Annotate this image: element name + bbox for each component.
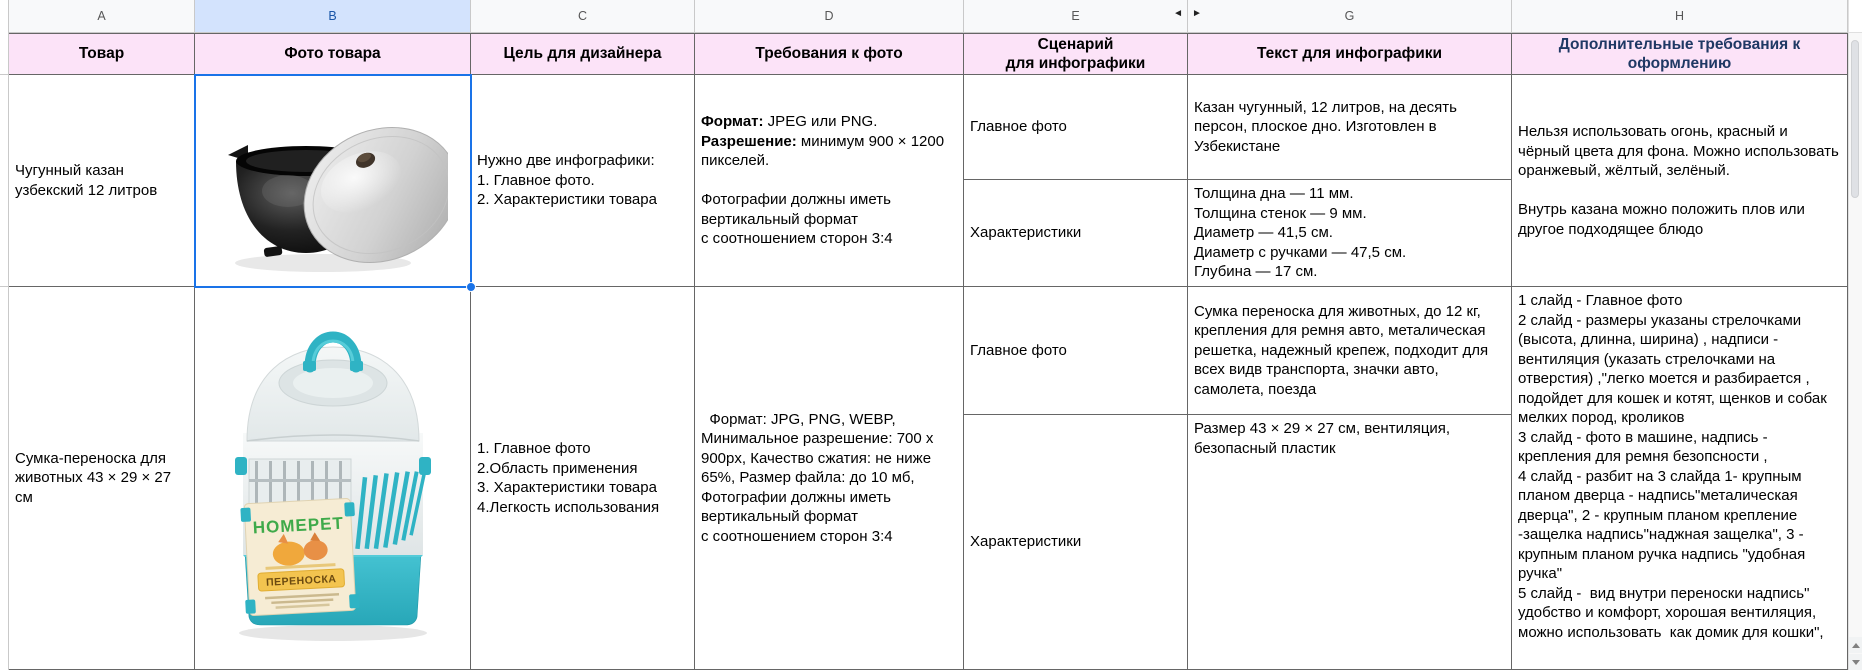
header-text: Текст для инфографики [1256, 45, 1443, 63]
cell-e1-header-scenario[interactable]: Сценарий для инфографики [964, 33, 1188, 75]
cell-e3-scenario-characteristics[interactable]: Характеристики [964, 415, 1188, 670]
header-text: Цель для дизайнера [503, 45, 662, 63]
cell-c3-designer-goal[interactable]: 1. Главное фото 2.Область применения 3. … [471, 287, 695, 670]
cell-text: Размер 43 × 29 × 27 см, вентиляция, безо… [1194, 420, 1455, 457]
cell-d2-photo-requirements[interactable]: Формат: JPEG или PNG. Разрешение: миниму… [695, 75, 964, 287]
cell-text: Казан чугунный, 12 литров, на десять пер… [1194, 98, 1462, 155]
carrier-left-latch [234, 457, 247, 475]
cell-text: Формат: JPEG или PNG. Разрешение: миниму… [701, 113, 945, 248]
column-header-g[interactable]: ► G [1188, 0, 1512, 33]
cell-b2-product-photo[interactable] [195, 75, 471, 287]
column-header-c[interactable]: C [471, 0, 695, 33]
cell-e2-scenario-characteristics[interactable]: Характеристики [964, 180, 1188, 287]
carrier-label-text: ПЕРЕНОСКА [265, 573, 336, 589]
cell-c2-designer-goal[interactable]: Нужно две инфографики: 1. Главное фото. … [471, 75, 695, 287]
column-header-h[interactable]: H [1512, 0, 1848, 33]
cell-text: Чугунный казан узбекский 12 литров [15, 162, 158, 199]
cell-g3-text-main-photo[interactable]: Сумка переноска для животных, до 12 кг, … [1188, 287, 1512, 415]
cell-text: Сумка-переноска для животных 43 × 29 × 2… [15, 449, 176, 506]
cell-g1-header-infographic-text[interactable]: Текст для инфографики [1188, 33, 1512, 75]
row-boundary-notch [0, 74, 9, 75]
cell-text: Главное фото [970, 341, 1067, 359]
cell-b1-header-photo[interactable]: Фото товара [195, 33, 471, 75]
bold-format-label: Формат: [701, 113, 764, 131]
header-text: Дополнительные требования к оформлению [1558, 35, 1805, 73]
cell-text: Толщина дна — 11 мм. Толщина стенок — 9 … [1194, 185, 1407, 281]
cell-text: Нельзя использовать огонь, красный и чёр… [1518, 123, 1839, 238]
scrollbar-corner [1848, 0, 1862, 33]
cell-a1-header-product[interactable]: Товар [9, 33, 195, 75]
cell-text: Характеристики [970, 224, 1082, 242]
column-letter: C [577, 9, 588, 23]
carrier-right-latch [418, 457, 431, 475]
scroll-up-button[interactable] [1849, 637, 1862, 653]
cell-text: 1 слайд - Главное фото 2 слайд - размеры… [1518, 292, 1827, 641]
cell-a2-product-name[interactable]: Чугунный казан узбекский 12 литров [9, 75, 195, 287]
cell-h2-extra-requirements[interactable]: Нельзя использовать огонь, красный и чёр… [1512, 75, 1848, 287]
column-letter: E [1071, 9, 1080, 23]
column-header-b-selected[interactable]: B [195, 0, 471, 33]
cell-d3-photo-requirements[interactable]: Формат: JPG, PNG, WEBP, Минимальное разр… [695, 287, 964, 670]
carrier-label: HOMEPET ПЕРЕНОСКА [239, 498, 360, 616]
hidden-column-right-arrow-icon[interactable]: ► [1192, 8, 1202, 19]
column-header-e[interactable]: E ◄ [964, 0, 1188, 33]
cell-h3-extra-requirements[interactable]: 1 слайд - Главное фото 2 слайд - размеры… [1512, 287, 1848, 670]
column-letter: G [1344, 9, 1355, 23]
cell-e3-scenario-main-photo[interactable]: Главное фото [964, 287, 1188, 415]
cell-text: Формат: JPG, PNG, WEBP, Минимальное разр… [701, 410, 934, 545]
cell-text: Нужно две инфографики: 1. Главное фото. … [477, 152, 657, 209]
header-text: Сценарий для инфографики [1005, 35, 1146, 73]
column-header-d[interactable]: D [695, 0, 964, 33]
cell-g2-text-main-photo[interactable]: Казан чугунный, 12 литров, на десять пер… [1188, 75, 1512, 180]
carrier-side-vents [354, 471, 426, 550]
cell-e2-scenario-main-photo[interactable]: Главное фото [964, 75, 1188, 180]
cell-g2-text-characteristics[interactable]: Толщина дна — 11 мм. Толщина стенок — 9 … [1188, 180, 1512, 287]
triangle-up-icon [1851, 642, 1860, 648]
bold-resolution-label: Разрешение: [701, 132, 797, 150]
header-text: Требования к фото [755, 45, 903, 63]
carrier-brand-text: HOMEPET [252, 514, 344, 538]
row-header-gutter[interactable] [0, 0, 9, 670]
cell-text: 1. Главное фото 2.Область применения 3. … [477, 440, 660, 516]
column-letter: H [1674, 9, 1685, 23]
row-boundary-notch [0, 286, 9, 287]
carrier-handle [302, 331, 363, 373]
cell-text: Сумка переноска для животных, до 12 кг, … [1194, 302, 1493, 398]
header-text: Товар [78, 45, 125, 63]
column-letter: D [824, 9, 834, 23]
kazan-lid [303, 126, 448, 264]
cell-g3-text-characteristics[interactable]: Размер 43 × 29 × 27 см, вентиляция, безо… [1188, 415, 1512, 670]
kazan-photo [227, 126, 448, 272]
cell-b3-product-photo[interactable]: HOMEPET ПЕРЕНОСКА [195, 287, 471, 670]
pet-carrier-photo: HOMEPET ПЕРЕНОСКА [234, 331, 431, 641]
header-text: Фото товара [284, 45, 381, 63]
photo-shadow [238, 625, 427, 641]
column-letter: A [97, 9, 106, 23]
cell-c1-header-goal[interactable]: Цель для дизайнера [471, 33, 695, 75]
cell-text: Характеристики [970, 533, 1082, 551]
carrier-top-cap [245, 346, 420, 442]
column-letter: B [328, 9, 337, 23]
cell-h1-header-extra[interactable]: Дополнительные требования к оформлению [1512, 33, 1848, 75]
cell-d1-header-requirements[interactable]: Требования к фото [695, 33, 964, 75]
triangle-down-icon [1851, 659, 1860, 665]
cell-a3-product-name[interactable]: Сумка-переноска для животных 43 × 29 × 2… [9, 287, 195, 670]
hidden-column-left-arrow-icon[interactable]: ◄ [1173, 8, 1183, 19]
fill-handle[interactable] [466, 282, 476, 292]
cell-text: Главное фото [970, 118, 1067, 136]
scrollbar-thumb[interactable] [1851, 40, 1859, 198]
column-header-a[interactable]: A [9, 0, 195, 33]
scroll-down-button[interactable] [1849, 654, 1862, 670]
